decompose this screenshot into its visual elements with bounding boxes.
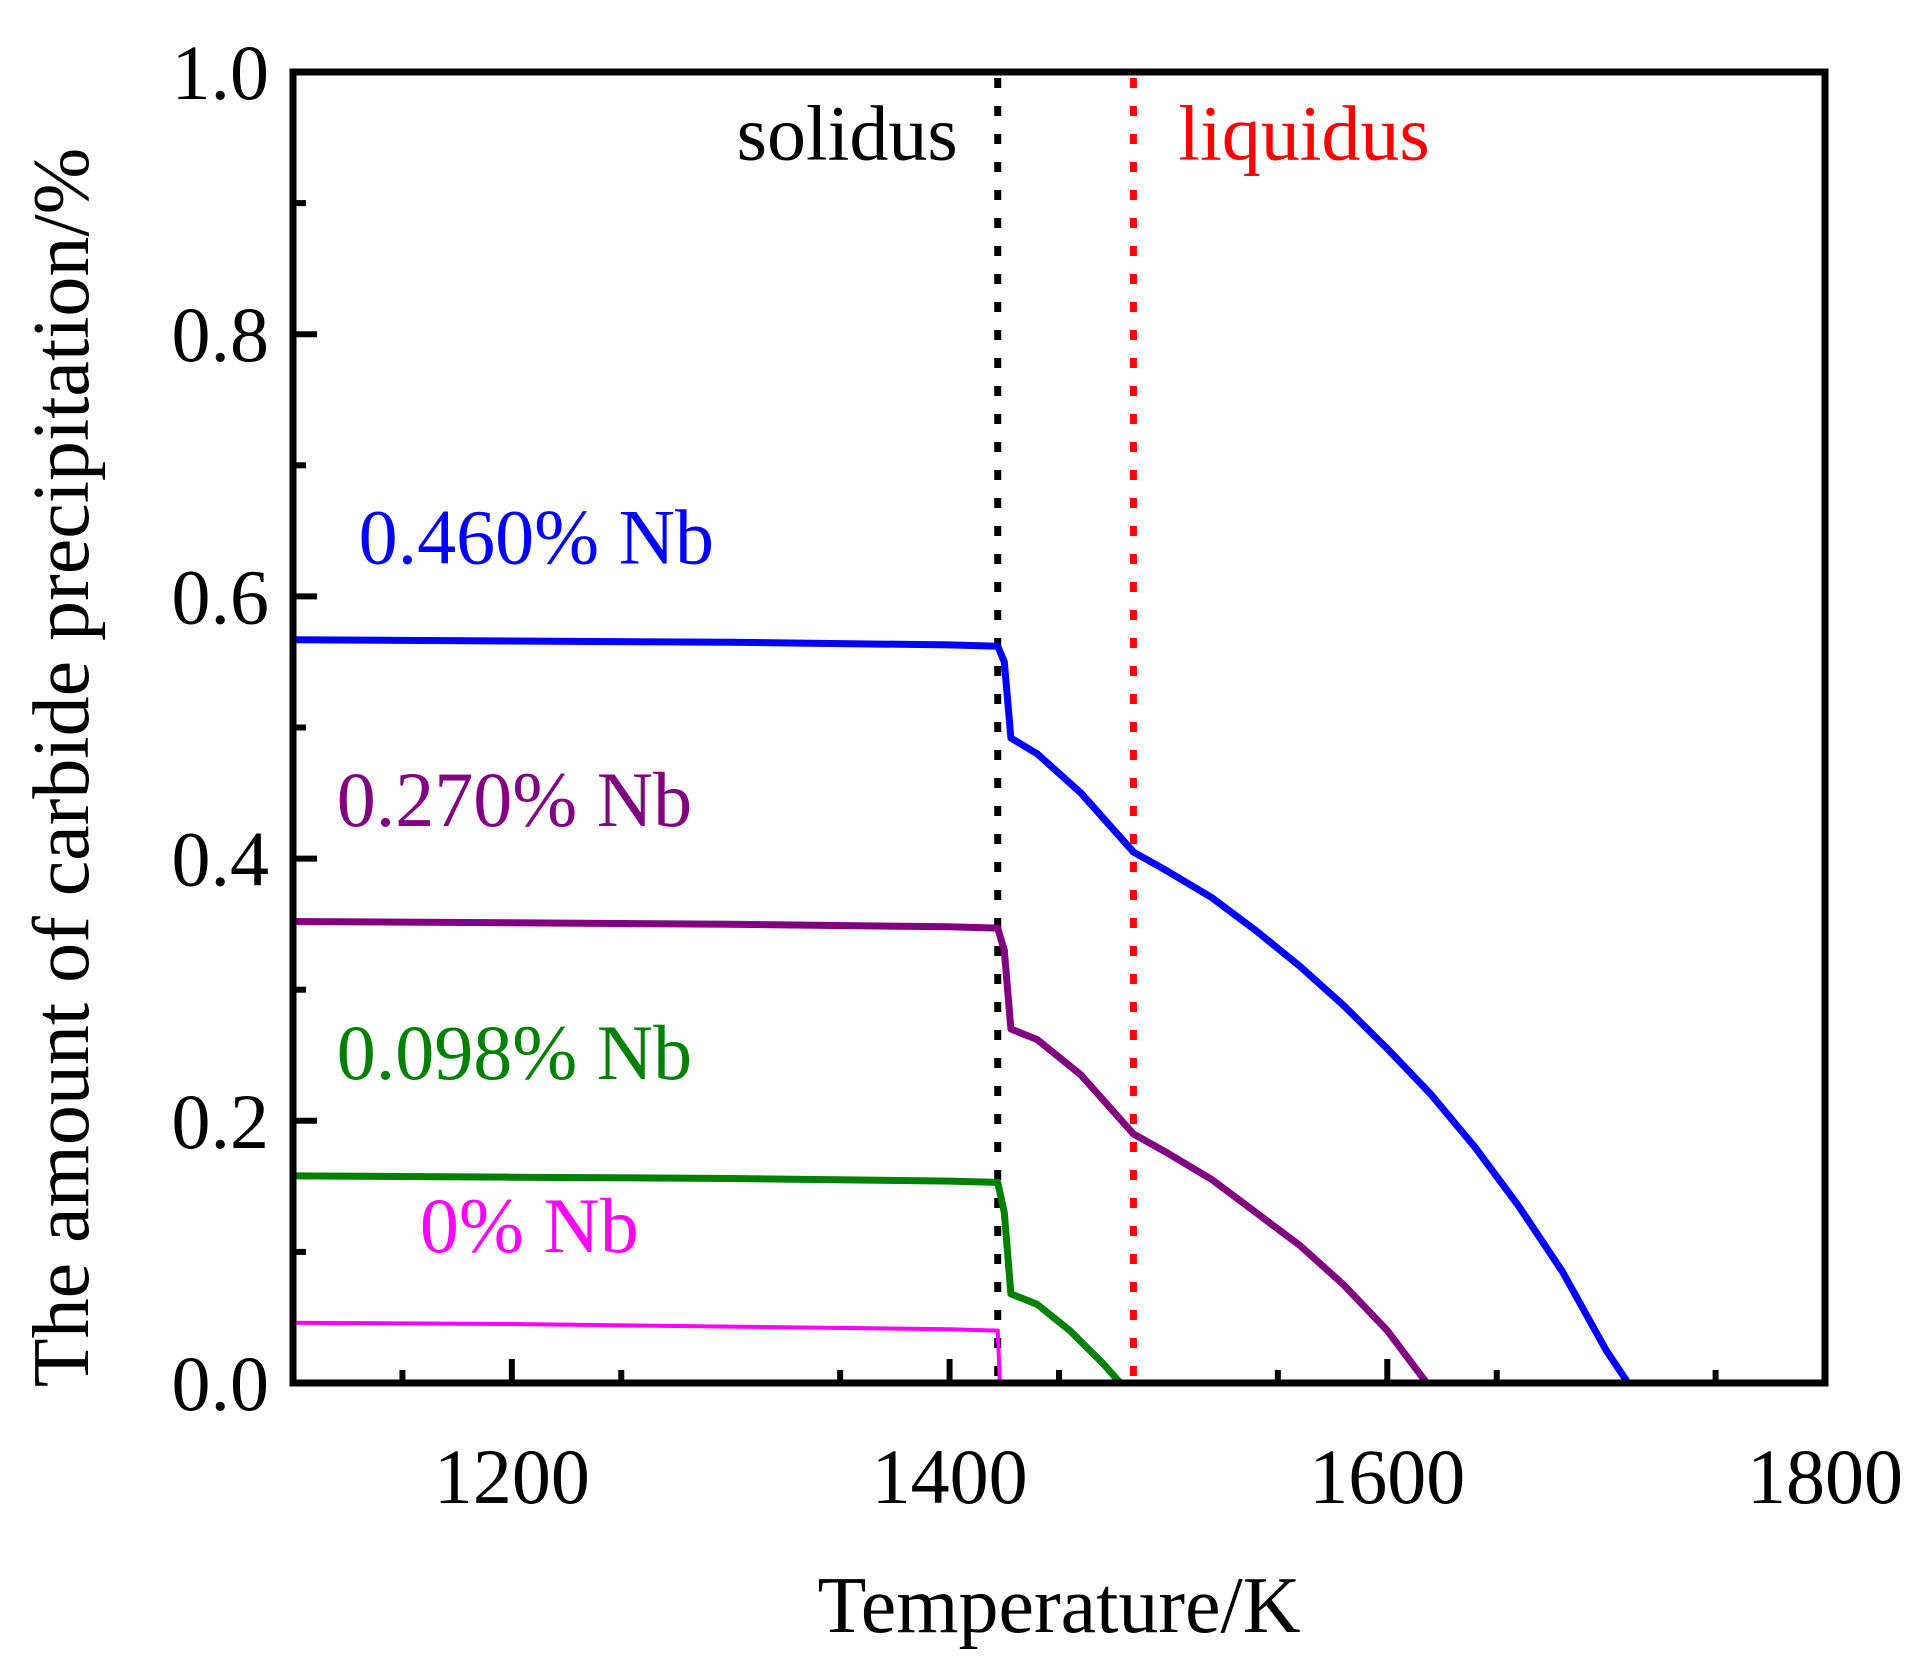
x-tick-label: 1200 xyxy=(434,1433,590,1520)
x-tick-label: 1400 xyxy=(872,1433,1028,1520)
series-label: 0.460% Nb xyxy=(359,494,714,581)
plot-lines: solidus liquidus 0.460% Nb 0.270% Nb 0.098% … xyxy=(292,78,1631,1386)
reference-label-solidus: solidus xyxy=(737,90,958,177)
axis-ticks: 1200 1400 1600 1800 0.0 0.2 0.4 0.6 0.8 1.0 xyxy=(172,29,1904,1520)
x-tick-label: 1800 xyxy=(1747,1433,1903,1520)
series-line xyxy=(292,1172,1123,1386)
y-tick-label: 1.0 xyxy=(172,29,270,116)
y-tick-label: 0.6 xyxy=(172,553,270,640)
x-axis-label: Temperature/K xyxy=(817,1562,1300,1650)
y-tick-label: 0.4 xyxy=(172,816,270,903)
y-tick-label: 0.8 xyxy=(172,291,270,378)
x-tick-label: 1600 xyxy=(1309,1433,1465,1520)
series-label: 0.270% Nb xyxy=(337,756,692,843)
y-tick-label: 0.0 xyxy=(172,1340,270,1427)
series-label: 0% Nb xyxy=(420,1182,639,1269)
series-label: 0.098% Nb xyxy=(337,1009,692,1096)
y-tick-label: 0.2 xyxy=(172,1078,270,1165)
reference-label-liquidus: liquidus xyxy=(1178,90,1429,177)
series-line xyxy=(292,918,1430,1386)
series-line xyxy=(292,1320,1002,1384)
y-axis-label: The amount of carbide precipitation/% xyxy=(18,148,106,1388)
series-line xyxy=(292,636,1631,1385)
